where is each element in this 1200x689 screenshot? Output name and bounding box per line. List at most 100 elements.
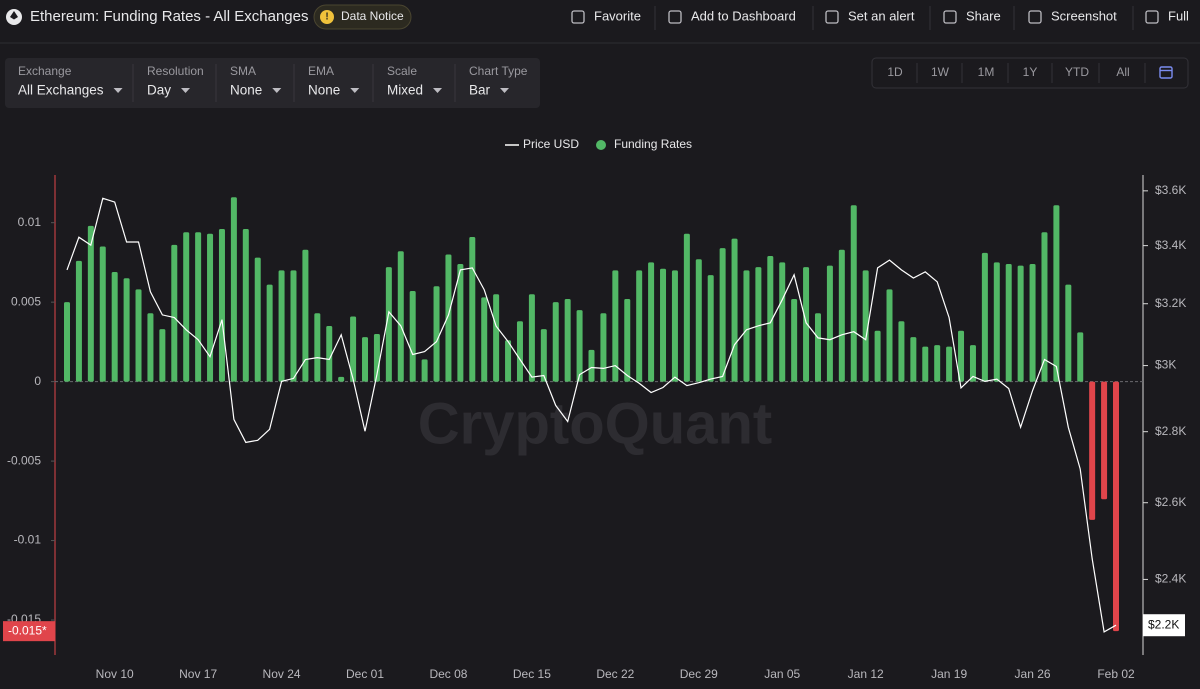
x-tick-label: Dec 15 [513, 667, 551, 681]
control-value[interactable]: None [230, 83, 262, 98]
eth-glyph [10, 11, 18, 20]
action-icon[interactable] [825, 10, 839, 24]
dropdown-arrow[interactable] [350, 88, 360, 93]
dropdown-arrow[interactable] [113, 88, 123, 93]
y-tick-label: -0.01 [14, 533, 42, 547]
y2-tick-label: $3.6K [1155, 183, 1186, 197]
control-label: EMA [308, 64, 334, 78]
range-button[interactable]: 1M [978, 65, 995, 79]
action-label[interactable]: Favorite [594, 8, 641, 23]
bar [731, 238, 738, 382]
control-label: Resolution [147, 64, 204, 78]
range-button[interactable]: 1Y [1023, 65, 1038, 79]
bar [1017, 265, 1024, 382]
watermark: CryptoQuant [418, 391, 772, 456]
x-tick-label: Feb 02 [1097, 667, 1135, 681]
bar [552, 302, 559, 382]
range-button[interactable]: All [1116, 65, 1129, 79]
bar [862, 270, 869, 382]
bar [671, 270, 678, 382]
bar [981, 252, 988, 382]
bar [564, 298, 571, 382]
bar [838, 249, 845, 382]
dropdown-arrow[interactable] [500, 88, 510, 93]
bar [433, 286, 440, 382]
control-label: Chart Type [469, 64, 528, 78]
dropdown-arrow[interactable] [181, 88, 191, 93]
bar [600, 313, 607, 382]
bar [218, 229, 225, 382]
bar [588, 349, 595, 382]
last-value-label: -0.015* [8, 623, 47, 637]
y2-tick-label: $3K [1155, 358, 1176, 372]
bar [362, 337, 369, 382]
bar [791, 298, 798, 382]
dropdown-arrow[interactable] [433, 88, 443, 93]
last-price-badge [1143, 614, 1185, 637]
x-tick-label: Dec 08 [429, 667, 467, 681]
bar [266, 284, 273, 382]
page-title: Ethereum: Funding Rates - All Exchanges [30, 8, 308, 25]
x-tick-label: Jan 19 [931, 667, 967, 681]
y-tick-label: 0.005 [11, 294, 41, 308]
control-value[interactable]: All Exchanges [18, 83, 104, 98]
x-tick-label: Dec 01 [346, 667, 384, 681]
action-icon[interactable] [668, 10, 682, 24]
bar [385, 267, 392, 382]
y2-tick-label: $3.4K [1155, 238, 1186, 252]
bar [969, 345, 976, 382]
action-icon[interactable] [571, 10, 585, 24]
dropdown-arrow[interactable] [272, 88, 282, 93]
range-button[interactable]: YTD [1065, 65, 1089, 79]
action-icon[interactable] [1145, 10, 1159, 24]
notice-text[interactable]: Data Notice [341, 9, 404, 23]
range-button[interactable]: 1W [931, 65, 950, 79]
action-icon[interactable] [1028, 10, 1042, 24]
bar [743, 270, 750, 382]
action-icon[interactable] [943, 10, 957, 24]
control-value[interactable]: None [308, 83, 340, 98]
action-label[interactable]: Add to Dashboard [691, 8, 796, 23]
bar [111, 271, 118, 382]
bar [314, 313, 321, 382]
bar [278, 270, 285, 382]
bar [779, 262, 786, 382]
bar [350, 316, 357, 382]
last-price-label: $2.2K [1148, 617, 1179, 631]
action-label[interactable]: Share [966, 8, 1001, 23]
bar [159, 329, 166, 382]
bar [302, 249, 309, 382]
bar [445, 254, 452, 382]
bar [612, 270, 619, 382]
legend-label[interactable]: Funding Rates [614, 137, 692, 151]
legend-swatch [596, 140, 606, 150]
bar [1005, 264, 1012, 382]
bar [767, 256, 774, 382]
action-label[interactable]: Full [1168, 8, 1189, 23]
controls-panel [5, 58, 540, 108]
bar [755, 267, 762, 382]
control-value[interactable]: Bar [469, 83, 491, 98]
x-tick-label: Jan 12 [848, 667, 884, 681]
x-tick-label: Jan 05 [764, 667, 800, 681]
bar [64, 302, 70, 382]
range-button[interactable]: 1D [887, 65, 903, 79]
bar [1113, 381, 1119, 632]
legend-label[interactable]: Price USD [523, 137, 579, 151]
control-value[interactable]: Mixed [387, 83, 423, 98]
bar [576, 310, 583, 382]
notice-pill[interactable] [313, 4, 412, 30]
control-value[interactable]: Day [147, 83, 171, 98]
action-label[interactable]: Set an alert [848, 8, 915, 23]
action-label[interactable]: Screenshot [1051, 8, 1117, 23]
bar [469, 236, 476, 382]
bar [254, 257, 261, 382]
calendar-icon[interactable] [1159, 66, 1173, 79]
control-label: Exchange [18, 64, 72, 78]
notice-glyph: ! [325, 12, 328, 23]
bar [1089, 381, 1096, 520]
bar [850, 205, 857, 382]
x-tick-label: Nov 24 [263, 667, 301, 681]
bar [338, 376, 345, 382]
